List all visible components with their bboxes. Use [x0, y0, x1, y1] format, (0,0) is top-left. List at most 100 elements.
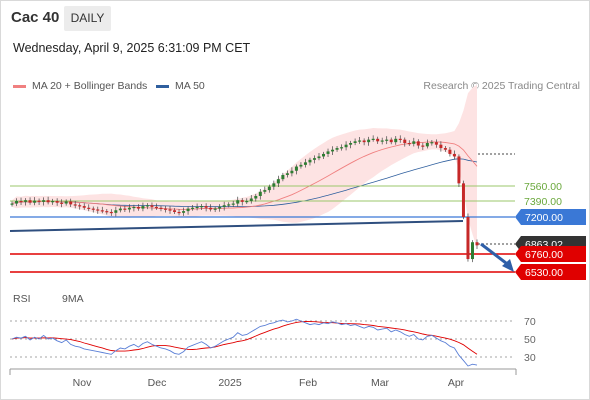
- candle-body: [64, 201, 68, 204]
- candle-body: [42, 200, 46, 202]
- candle-body: [249, 198, 253, 202]
- candle-body: [24, 200, 28, 202]
- resistance-2-label: 7390.00: [524, 196, 562, 208]
- candle-body: [317, 156, 321, 159]
- candle-body: [82, 206, 86, 208]
- legend-ma20: MA 20 + Bollinger Bands: [13, 80, 147, 92]
- candle-body: [326, 151, 330, 154]
- candle-body: [15, 201, 19, 204]
- candle-body: [55, 201, 59, 203]
- candle-body: [258, 191, 262, 196]
- candle-body: [452, 153, 456, 157]
- candle-body: [191, 207, 195, 209]
- legend-rsi: RSI: [13, 293, 31, 305]
- candle-body: [245, 201, 249, 203]
- candle-body: [10, 203, 14, 205]
- candle-body: [407, 143, 411, 145]
- candle-body: [141, 206, 145, 209]
- candle-body: [227, 204, 231, 206]
- instrument-title: Cac 40: [11, 9, 60, 26]
- candle-body: [303, 162, 307, 165]
- ma20-swatch: [13, 84, 26, 88]
- candle-body: [19, 201, 23, 203]
- candle-body: [145, 205, 149, 207]
- candle-body: [443, 148, 447, 150]
- support-1-tag: [515, 246, 586, 262]
- candle-body: [335, 148, 339, 150]
- x-label-nov: Nov: [73, 377, 92, 389]
- candle-body: [331, 149, 335, 152]
- candle-body: [412, 141, 416, 144]
- candle-body: [272, 183, 276, 187]
- candle-body: [461, 183, 465, 217]
- candle-body: [163, 208, 167, 210]
- ma20-label: MA 20 + Bollinger Bands: [32, 80, 148, 92]
- candle-body: [439, 144, 443, 149]
- candle-body: [96, 209, 100, 211]
- candle-body: [123, 208, 127, 210]
- candle-body: [240, 200, 244, 202]
- x-label-feb: Feb: [299, 377, 317, 389]
- candle-body: [109, 211, 113, 214]
- candle-body: [222, 205, 226, 207]
- candle-body: [398, 138, 402, 140]
- resistance-1-label: 7560.00: [524, 181, 562, 193]
- candle-body: [231, 203, 235, 205]
- candle-body: [195, 206, 199, 209]
- x-label-mar: Mar: [371, 377, 390, 389]
- ma9-label: 9MA: [62, 293, 84, 305]
- candle-body: [177, 211, 181, 214]
- candle-body: [349, 143, 353, 145]
- candle-body: [213, 208, 217, 210]
- candle-body: [466, 217, 470, 260]
- candles-group: [10, 135, 479, 263]
- legend-ma9: 9MA: [62, 293, 84, 305]
- pivot-tag: [515, 209, 586, 225]
- rsi-ma-line: [11, 321, 478, 355]
- candle-body: [33, 200, 37, 203]
- candle-body: [114, 210, 118, 213]
- candle-body: [376, 138, 380, 142]
- timestamp: Wednesday, April 9, 2025 6:31:09 PM CET: [13, 41, 251, 55]
- candle-body: [60, 202, 64, 204]
- candle-body: [353, 141, 357, 143]
- candle-body: [299, 164, 303, 167]
- candle-body: [100, 210, 104, 212]
- candle-body: [91, 208, 95, 210]
- candle-body: [371, 138, 375, 140]
- candle-body: [267, 186, 271, 191]
- candle-body: [200, 206, 204, 208]
- candle-body: [127, 207, 131, 210]
- candle-body: [344, 144, 348, 148]
- candle-body: [209, 207, 213, 210]
- ma20-line: [11, 141, 478, 210]
- ma50-label: MA 50: [175, 80, 205, 92]
- candle-body: [358, 140, 362, 142]
- rsi-30-label: 30: [524, 352, 536, 364]
- legend-ma50: MA 50: [156, 80, 205, 92]
- candle-body: [236, 200, 240, 204]
- candle-body: [173, 210, 177, 212]
- candle-body: [380, 140, 384, 142]
- candle-body: [389, 139, 393, 143]
- candle-body: [154, 206, 158, 209]
- support-2-tag: [515, 264, 586, 280]
- candle-body: [276, 179, 280, 184]
- tab-daily[interactable]: DAILY: [64, 6, 111, 31]
- rsi-line: [11, 318, 478, 367]
- candle-body: [87, 207, 91, 209]
- candle-body: [290, 170, 294, 174]
- candle-body: [136, 206, 140, 209]
- candle-body: [218, 206, 222, 209]
- forecast-arrowhead: [502, 259, 514, 272]
- candle-body: [254, 195, 258, 199]
- candle-body: [69, 201, 73, 205]
- candle-body: [204, 206, 208, 208]
- x-label-apr: Apr: [448, 377, 465, 389]
- candle-body: [362, 140, 366, 143]
- candle-body: [281, 174, 285, 180]
- candle-body: [340, 147, 344, 149]
- candle-body: [159, 207, 163, 209]
- candle-body: [28, 200, 32, 203]
- bollinger-band: [12, 84, 477, 248]
